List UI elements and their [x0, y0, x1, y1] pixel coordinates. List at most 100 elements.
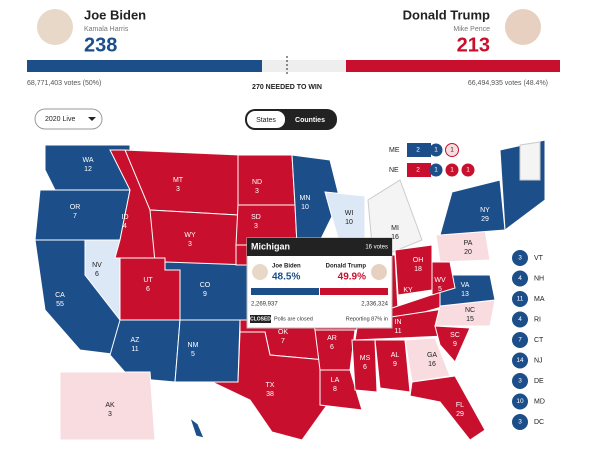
state-ev: 9 [453, 341, 457, 348]
state-ev: 3 [255, 188, 259, 195]
tooltip-state: Michigan [251, 241, 290, 251]
state-abbr: OH [413, 257, 424, 264]
state-shape [109, 319, 181, 383]
ev-circle [512, 332, 528, 348]
state-ev: 5 [438, 286, 442, 293]
vote-box [407, 163, 431, 177]
vote: 1 [434, 167, 438, 174]
abbr: VT [534, 255, 544, 262]
vote: 2 [416, 167, 420, 174]
dropdown-label[interactable]: 2020 Live [45, 116, 75, 123]
state-ev: 20 [464, 249, 472, 256]
tooltip-bar [251, 288, 319, 295]
tooltip-bar [320, 288, 388, 295]
state-shape [439, 179, 506, 236]
state-ev: 16 [428, 361, 436, 368]
tooltip-header [247, 238, 392, 256]
state-ev: 6 [146, 286, 150, 293]
state-ev: 5 [191, 351, 195, 358]
state-ev: 29 [481, 216, 489, 223]
state-abbr: AK [105, 402, 115, 409]
state-shape [519, 141, 541, 181]
state-abbr: ND [252, 179, 262, 186]
state-ev: 8 [333, 386, 337, 393]
ev-circle [512, 270, 528, 287]
status-text: Polls are closed [274, 316, 313, 322]
tooltip: Michigan 16 votes Joe Biden 48.5% Donald… [246, 237, 393, 329]
dropdown[interactable] [34, 108, 103, 130]
ev-circle [512, 393, 528, 410]
dropdown-arrow [88, 117, 96, 121]
state-shape [34, 189, 131, 241]
state-abbr: KY [403, 287, 413, 294]
state-abbr: SD [251, 214, 261, 221]
state-ev: 9 [203, 291, 207, 298]
ev: 10 [516, 398, 524, 405]
candidate-name: Joe Biden [84, 7, 146, 22]
trump-bar [346, 60, 560, 72]
state-ev: 29 [456, 411, 464, 418]
state-abbr: IN [395, 319, 402, 326]
state-abbr: AZ [131, 337, 141, 344]
state-abbr: MS [360, 355, 371, 362]
state-abbr: WY [184, 232, 196, 239]
state-ev: 10 [345, 219, 353, 226]
split-states: ME 2 1 1 NE 2 1 1 1 [389, 143, 475, 177]
status: CLOSED [250, 316, 271, 322]
state-abbr: NC [465, 307, 475, 314]
state-ev: 11 [131, 346, 138, 353]
vote-circle [429, 143, 443, 157]
abbr: MD [534, 398, 545, 405]
state-shape [434, 325, 471, 363]
state-shape [59, 371, 156, 441]
state-ev: 12 [84, 166, 92, 173]
tab[interactable]: Counties [295, 117, 325, 124]
state-ev: 6 [330, 344, 334, 351]
tooltip-pct: 48.5% [272, 272, 300, 283]
vote: 1 [450, 167, 454, 174]
state-ev: 6 [363, 364, 367, 371]
vote-circle [429, 163, 443, 177]
state-abbr: GA [427, 352, 437, 359]
vote: 2 [416, 147, 420, 154]
abbr: RI [534, 316, 541, 323]
state-ev: 9 [393, 361, 397, 368]
needed-label: 270 NEEDED TO WIN [252, 84, 322, 91]
state-shape [174, 319, 241, 383]
vote: 1 [450, 147, 454, 154]
state-abbr: ID [122, 214, 129, 221]
ev: 4 [518, 275, 522, 282]
ev: 14 [516, 357, 524, 364]
tab[interactable]: States [256, 117, 276, 124]
state-abbr: OR [70, 204, 81, 211]
tooltip-candidate: Donald Trump [326, 264, 367, 270]
tab-active[interactable] [247, 111, 285, 128]
state-abbr: MT [173, 177, 184, 184]
state-ev: 13 [461, 291, 469, 298]
state-abbr: NY [480, 207, 490, 214]
split-abbr: NE [389, 167, 399, 174]
biden-bar [27, 60, 262, 72]
state-abbr: NV [92, 262, 102, 269]
popular-votes: 66,494,935 votes (48.4%) [468, 80, 548, 87]
abbr: CT [534, 337, 544, 344]
state-abbr: AR [327, 335, 337, 342]
ev: 7 [518, 337, 522, 344]
state-abbr: MI [391, 225, 399, 232]
photo [252, 264, 268, 280]
reporting: Reporting 87% in [346, 316, 388, 322]
state-ev: 7 [281, 338, 285, 345]
state-ev: 3 [176, 186, 180, 193]
vote-box [407, 143, 431, 157]
running-mate: Kamala Harris [84, 26, 129, 33]
abbr: MA [534, 296, 545, 303]
state-shape [351, 339, 378, 393]
state-shape [211, 331, 333, 441]
state-abbr: OK [278, 329, 288, 336]
state-shape [404, 337, 451, 383]
tooltip-pct: 49.9% [338, 272, 366, 283]
biden-photo [37, 9, 73, 45]
state-abbr: UT [143, 277, 153, 284]
tooltip-candidate: Joe Biden [272, 264, 301, 270]
